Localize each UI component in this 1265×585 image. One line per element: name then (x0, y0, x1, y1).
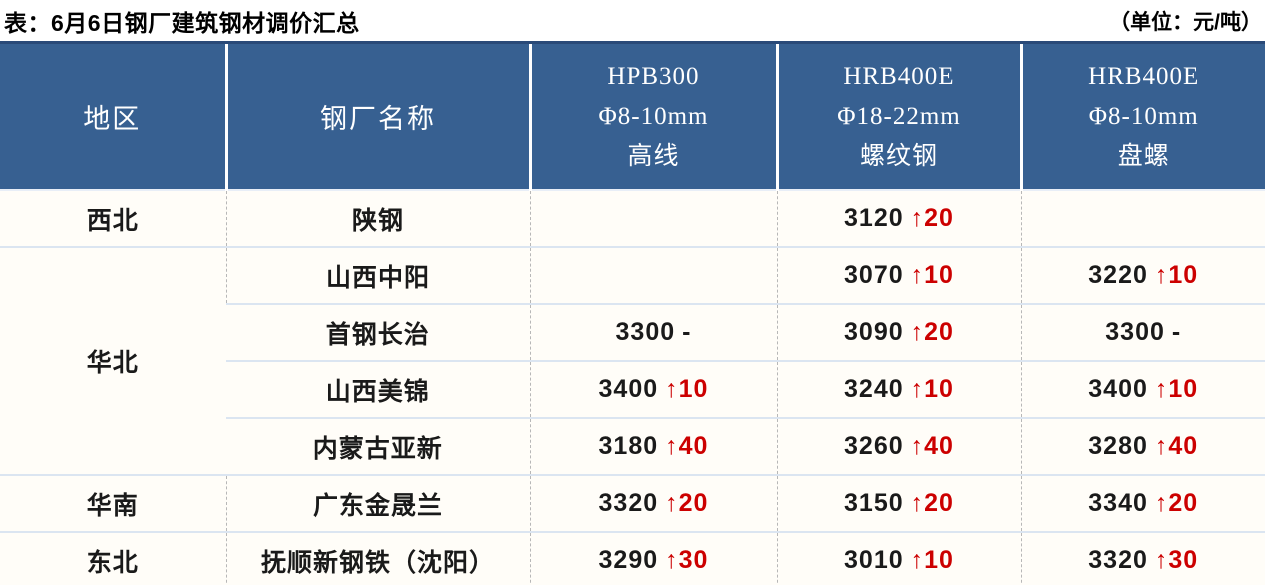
price-cell: 3180 ↑40 (529, 417, 777, 475)
col-header-line: 高线 (627, 142, 680, 170)
price-change: ↑10 (665, 375, 709, 403)
price-value: 3300 (1105, 318, 1165, 346)
col-header-label: 钢厂名称 (320, 104, 436, 134)
price-change: ↑30 (1154, 546, 1199, 574)
price-cell: 3240 ↑10 (776, 360, 1021, 418)
price-cell: 3340 ↑20 (1020, 474, 1265, 532)
price-value: 3400 (598, 375, 659, 403)
col-header-line: Φ8-10mm (598, 102, 709, 130)
col-header-region: 地区 (0, 41, 226, 190)
unit-label: （单位：元/吨） (1109, 10, 1262, 34)
price-cell: 3090 ↑20 (776, 303, 1021, 361)
region-cell: 华南 (0, 474, 226, 532)
col-header-plant: 钢厂名称 (224, 41, 530, 190)
price-change: ↑30 (665, 546, 709, 574)
table-row: 东北 抚顺新钢铁（沈阳） 3290 ↑30 3010 ↑10 3320 ↑30 (0, 531, 1265, 585)
region-cell: 西北 (0, 189, 226, 247)
plant-cell: 抚顺新钢铁（沈阳） (225, 531, 530, 585)
price-value: 3010 (844, 546, 904, 574)
col-header-line: Φ18-22mm (837, 102, 961, 130)
price-value: 3340 (1088, 489, 1148, 517)
price-change: ↑10 (1154, 261, 1199, 289)
price-change: - (682, 318, 692, 346)
table-row: 内蒙古亚新 3180 ↑40 3260 ↑40 3280 ↑40 (0, 417, 1265, 475)
price-cell: 3280 ↑40 (1020, 417, 1265, 475)
price-value: 3290 (598, 546, 659, 574)
price-value: 3320 (1088, 546, 1148, 574)
region-cell: 东北 (0, 531, 226, 585)
price-cell: 3300- (1020, 303, 1265, 361)
table-row: 首钢长治 3300- 3090 ↑20 3300- (0, 303, 1265, 361)
price-change: ↑20 (910, 318, 954, 346)
plant-cell: 首钢长治 (226, 303, 530, 361)
price-cell: 3300- (529, 303, 777, 361)
price-value: 3240 (844, 375, 904, 403)
price-value: 3320 (598, 489, 659, 517)
price-cell: 3400 ↑10 (1020, 360, 1265, 418)
price-change: ↑20 (1154, 489, 1199, 517)
page-title: 表：6月6日钢厂建筑钢材调价汇总 (4, 9, 360, 36)
price-cell (529, 189, 777, 247)
col-header-line: HRB400E (1088, 62, 1200, 90)
plant-cell: 陕钢 (225, 189, 530, 247)
table-row: 西北 陕钢 3120 ↑20 (0, 189, 1265, 247)
price-cell: 3320 ↑30 (1020, 531, 1265, 585)
table-row: 山西美锦 3400 ↑10 3240 ↑10 3400 ↑10 (0, 360, 1265, 418)
price-cell: 3320 ↑20 (529, 474, 777, 532)
table-row: 华南 广东金晟兰 3320 ↑20 3150 ↑20 3340 ↑20 (0, 474, 1265, 532)
price-cell: 3120 ↑20 (776, 189, 1021, 247)
price-cell (529, 246, 777, 304)
price-change: ↑20 (665, 489, 709, 517)
plant-cell: 山西美锦 (226, 360, 530, 418)
price-value: 3090 (844, 318, 904, 346)
price-value: 3120 (844, 204, 904, 232)
price-change: ↑20 (910, 204, 954, 232)
plant-cell: 广东金晟兰 (225, 474, 530, 532)
col-header-line: 盘螺 (1117, 142, 1170, 170)
price-cell: 3260 ↑40 (776, 417, 1021, 475)
region-cell: 华北 (0, 246, 226, 475)
col-header-line: HRB400E (843, 62, 955, 90)
price-change: ↑10 (1154, 375, 1199, 403)
price-cell: 3290 ↑30 (529, 531, 777, 585)
price-value: 3150 (844, 489, 904, 517)
col-header-hrb400e-coil: HRB400E Φ8-10mm 盘螺 (1019, 41, 1265, 190)
price-cell: 3010 ↑10 (776, 531, 1021, 585)
price-change: ↑20 (910, 489, 954, 517)
price-cell (1020, 189, 1265, 247)
price-value: 3220 (1088, 261, 1148, 289)
table-row: 华北 山西中阳 3070 ↑10 3220 ↑10 (0, 246, 1265, 475)
price-value: 3400 (1088, 375, 1148, 403)
price-change: - (1171, 318, 1182, 346)
price-value: 3280 (1088, 432, 1148, 460)
col-header-hrb400e-rebar: HRB400E Φ18-22mm 螺纹钢 (775, 41, 1021, 190)
price-table: 地区 钢厂名称 HPB300 Φ8-10mm 高线 HRB400E Φ18-22… (0, 41, 1265, 585)
price-change: ↑10 (910, 375, 954, 403)
price-cell: 3220 ↑10 (1020, 246, 1265, 304)
price-value: 3070 (844, 261, 904, 289)
plant-cell: 内蒙古亚新 (226, 417, 530, 475)
price-change: ↑40 (1154, 432, 1199, 460)
table-body: 西北 陕钢 3120 ↑20 华北 山西中阳 3070 ↑10 3220 ↑10 首钢… (0, 189, 1265, 585)
price-value: 3260 (844, 432, 904, 460)
price-cell: 3400 ↑10 (529, 360, 777, 418)
col-header-line: HPB300 (607, 62, 700, 90)
table-header: 地区 钢厂名称 HPB300 Φ8-10mm 高线 HRB400E Φ18-22… (0, 41, 1265, 190)
col-header-hpb300-wire: HPB300 Φ8-10mm 高线 (528, 41, 777, 190)
price-change: ↑10 (910, 546, 954, 574)
price-change: ↑10 (910, 261, 954, 289)
price-value: 3180 (598, 432, 659, 460)
price-cell: 3070 ↑10 (776, 246, 1021, 304)
col-header-line: 螺纹钢 (859, 142, 938, 170)
price-change: ↑40 (665, 432, 709, 460)
col-header-label: 地区 (83, 104, 142, 134)
col-header-line: Φ8-10mm (1088, 102, 1199, 130)
plant-cell: 山西中阳 (225, 246, 530, 304)
price-cell: 3150 ↑20 (776, 474, 1021, 532)
price-change: ↑40 (910, 432, 954, 460)
price-value: 3300 (615, 318, 676, 346)
title-bar: 表：6月6日钢厂建筑钢材调价汇总 （单位：元/吨） (0, 0, 1265, 41)
